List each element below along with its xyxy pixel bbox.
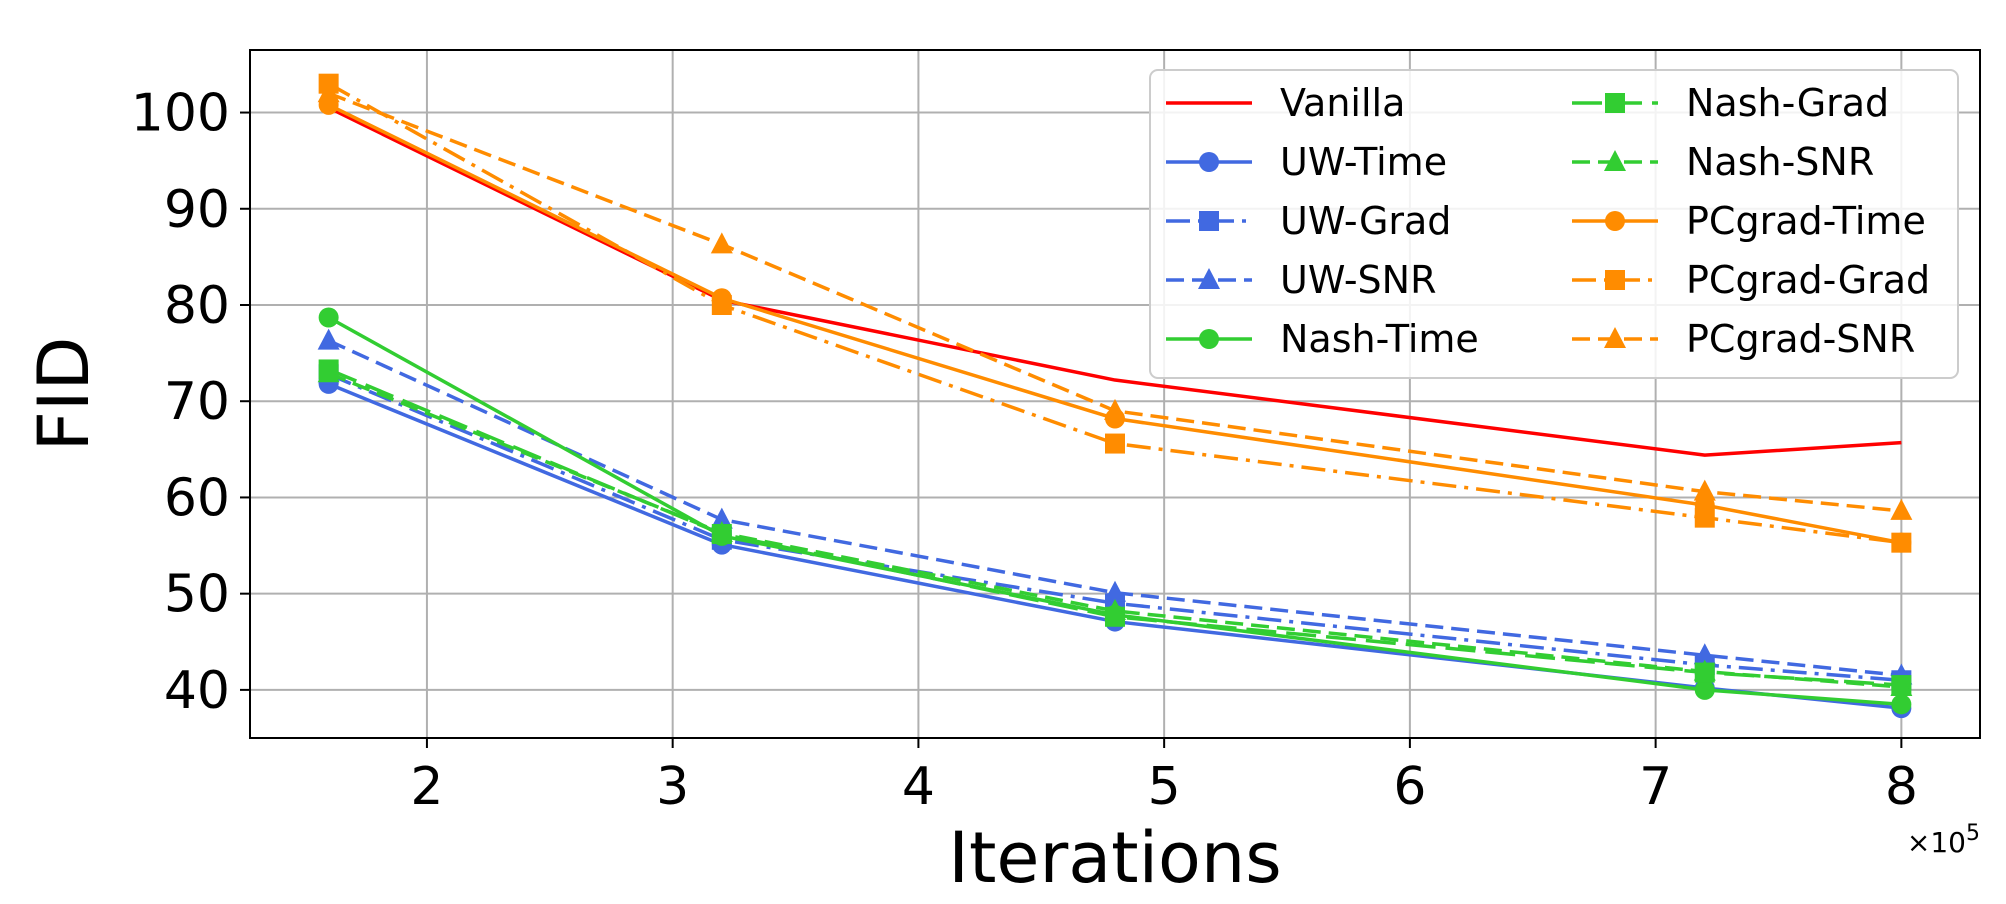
data-point-nash-time (1694, 679, 1715, 700)
legend-marker (1605, 211, 1625, 231)
legend-item-nash-grad: Nash-Grad (1572, 81, 1889, 125)
data-point-nash-time (1891, 694, 1912, 715)
data-point-uw-snr (1693, 643, 1716, 665)
data-point-pcgrad-grad (711, 294, 732, 315)
series-uw-snr (317, 328, 1913, 685)
y-tick-label: 40 (164, 661, 230, 721)
x-tick-label: 6 (1393, 757, 1426, 817)
series-line-uw-snr (327, 339, 1902, 678)
series-pcgrad-grad (318, 73, 1912, 553)
data-point-nash-snr (1104, 598, 1126, 620)
series-nash-snr (317, 361, 1913, 697)
series-pcgrad-snr (317, 81, 1913, 520)
legend-label: Nash-SNR (1686, 140, 1874, 184)
y-tick-label: 50 (164, 565, 230, 625)
legend-label: Nash-Grad (1686, 81, 1889, 125)
legend-marker (1198, 268, 1220, 289)
x-tick-label: 2 (410, 757, 443, 817)
legend-label: Vanilla (1280, 81, 1405, 125)
y-tick-label: 80 (164, 276, 230, 336)
x-multiplier-base: ×10 (1907, 826, 1966, 859)
legend-item-pcgrad-time: PCgrad-Time (1572, 199, 1926, 243)
data-point-pcgrad-snr (1104, 398, 1126, 420)
y-axis-label: FID (23, 337, 105, 452)
legend-item-uw-time: UW-Time (1166, 140, 1447, 184)
legend-label: PCgrad-Time (1686, 199, 1926, 243)
x-tick-label: 7 (1639, 757, 1672, 817)
data-point-pcgrad-grad (1891, 532, 1912, 553)
series-vanilla (327, 106, 1902, 457)
series-line-nash-snr (327, 371, 1902, 689)
legend-item-vanilla: Vanilla (1166, 81, 1405, 125)
legend-marker (1605, 93, 1625, 113)
x-tick-label: 8 (1885, 757, 1918, 817)
data-point-pcgrad-snr (317, 81, 340, 103)
y-tick-label: 90 (164, 180, 230, 240)
legend-label: Nash-Time (1280, 317, 1479, 361)
y-tick-label: 100 (131, 84, 230, 144)
data-point-nash-time (318, 307, 339, 328)
data-point-uw-snr (317, 328, 340, 350)
data-point-pcgrad-snr (1693, 479, 1716, 501)
legend-marker (1605, 270, 1625, 290)
data-point-uw-snr (710, 507, 733, 529)
y-tick-label: 60 (164, 468, 230, 528)
legend-marker (1199, 211, 1219, 231)
legend-item-pcgrad-snr: PCgrad-SNR (1572, 317, 1915, 361)
data-point-nash-snr (317, 361, 340, 383)
legend-item-uw-grad: UW-Grad (1166, 199, 1451, 243)
legend-label: PCgrad-SNR (1686, 317, 1915, 361)
legend-label: PCgrad-Grad (1686, 258, 1930, 302)
x-tick-label: 3 (656, 757, 689, 817)
series-layer (317, 73, 1913, 719)
legend-item-nash-time: Nash-Time (1166, 317, 1479, 361)
legend-item-uw-snr: UW-SNR (1166, 258, 1437, 302)
x-tick-label: 4 (902, 757, 935, 817)
data-point-pcgrad-grad (1694, 507, 1715, 528)
legend-marker (1604, 150, 1626, 171)
series-line-vanilla (327, 106, 1902, 457)
plot-frame (249, 49, 1981, 739)
x-axis-label: Iterations (948, 817, 1281, 899)
legend-marker (1199, 329, 1219, 349)
x-tick-label: 5 (1148, 757, 1181, 817)
legend-marker (1199, 152, 1219, 172)
x-multiplier-label: ×105 (1907, 821, 1980, 859)
data-point-pcgrad-snr (1890, 498, 1913, 520)
axis-ticks: 2 3 4 5 6 7 8 40 50 60 70 80 90 100 (131, 84, 1918, 817)
data-point-nash-snr (1890, 675, 1913, 697)
legend-label: UW-Grad (1280, 199, 1451, 243)
legend-label: UW-Time (1280, 140, 1447, 184)
legend-item-pcgrad-grad: PCgrad-Grad (1572, 258, 1930, 302)
legend-item-nash-snr: Nash-SNR (1572, 140, 1874, 184)
legend-marker (1604, 327, 1626, 348)
data-point-nash-snr (1693, 659, 1716, 681)
y-tick-label: 70 (164, 372, 230, 432)
legend-box (1149, 69, 1959, 379)
data-point-pcgrad-grad (1105, 433, 1125, 454)
data-point-pcgrad-snr (710, 232, 733, 254)
data-point-nash-snr (710, 521, 733, 543)
data-point-uw-snr (1104, 580, 1126, 602)
x-multiplier-exponent: 5 (1966, 821, 1980, 846)
legend-label: UW-SNR (1280, 258, 1437, 302)
legend: Vanilla UW-Time UW-Grad UW-SNR Nash-Time Nash… (1149, 69, 1959, 379)
